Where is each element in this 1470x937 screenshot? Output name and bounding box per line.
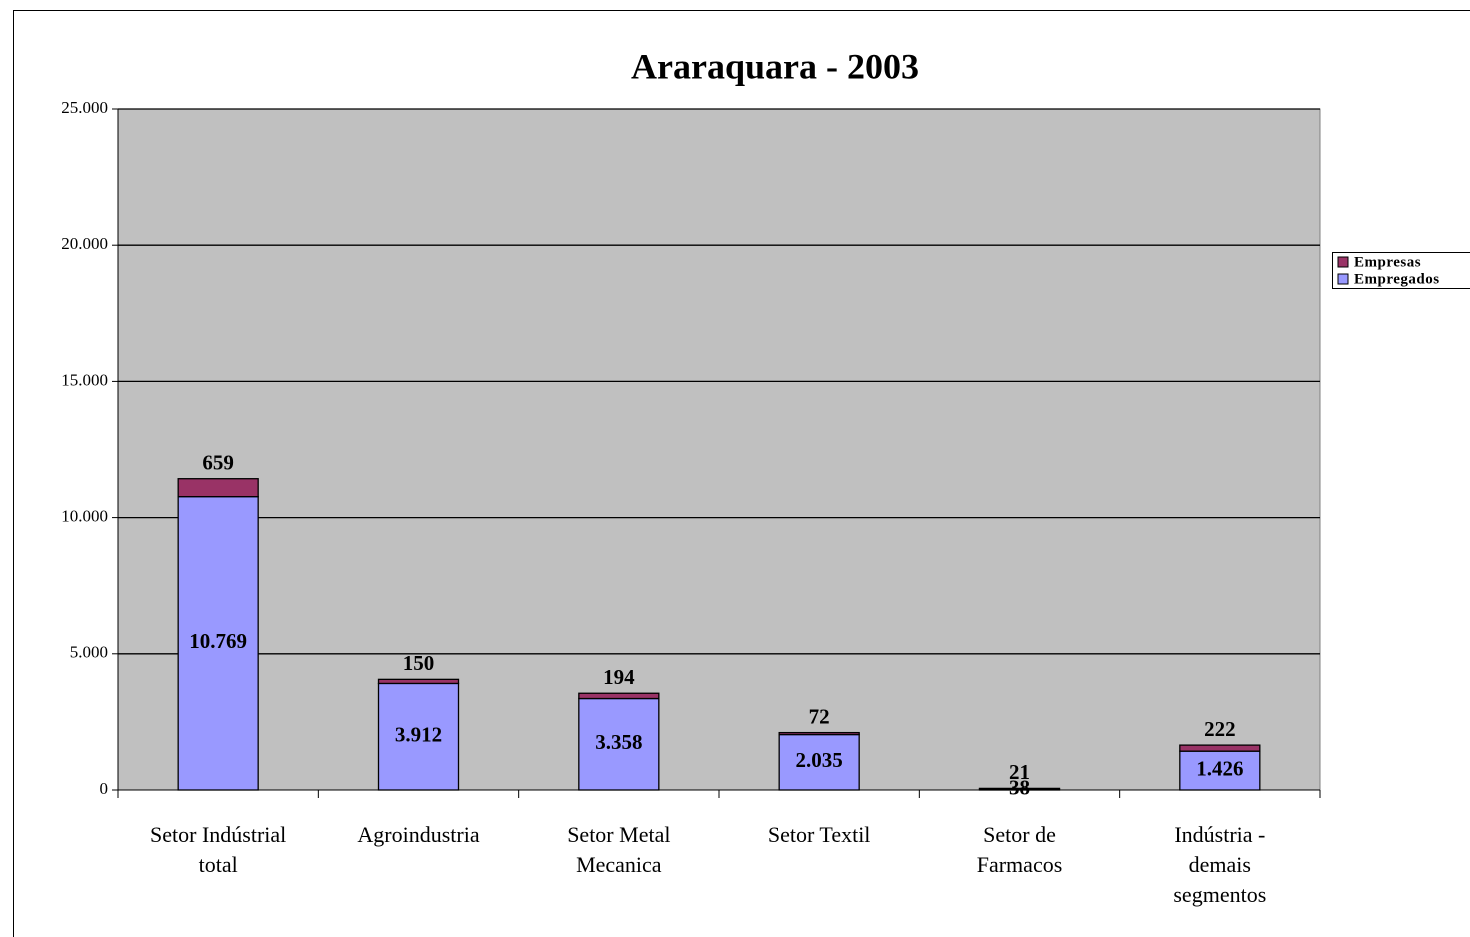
data-label: 659 <box>202 451 234 475</box>
bar-segment <box>177 496 259 791</box>
x-tick-label: Setor de Farmacos <box>976 822 1063 877</box>
legend-label: Empregados <box>1354 271 1440 287</box>
x-tick-label: Setor Metal Mecanica <box>567 822 671 877</box>
y-tick-label: 10.000 <box>61 507 108 526</box>
data-label: 194 <box>603 665 635 689</box>
data-label: 150 <box>403 651 435 675</box>
y-tick-label: 20.000 <box>61 234 108 253</box>
data-label: 222 <box>1204 717 1236 741</box>
bar-segment <box>978 787 1061 790</box>
bar-segment <box>578 692 660 700</box>
x-tick-label: Setor Indústrial total <box>150 822 287 877</box>
x-tick-label: Agroindustria <box>357 822 480 847</box>
data-label: 10.769 <box>189 629 247 653</box>
bar-segment <box>1179 744 1261 752</box>
data-label: 72 <box>809 704 830 728</box>
legend-box <box>1332 252 1470 289</box>
data-label: 3.358 <box>595 730 642 754</box>
bar-segment <box>578 697 660 791</box>
x-tick-label: Setor Textil <box>767 822 871 847</box>
bar-segment <box>1179 750 1261 791</box>
data-label: 2.035 <box>796 748 843 772</box>
data-label: 38 <box>1009 775 1030 799</box>
bar-segment <box>377 678 460 685</box>
plot-area <box>117 108 1321 791</box>
data-label: 3.912 <box>395 723 442 747</box>
y-tick-label: 5.000 <box>70 643 108 662</box>
chart-title: Araraquara - 2003 <box>631 46 919 86</box>
y-tick-label: 0 <box>100 779 109 798</box>
y-tick-label: 25.000 <box>61 98 108 117</box>
legend-label: Empresas <box>1354 254 1421 270</box>
data-label: 1.426 <box>1196 756 1243 780</box>
y-tick-label: 15.000 <box>61 370 108 389</box>
bar-segment <box>177 478 259 498</box>
x-tick-label: Indústria - demais segmentos <box>1173 822 1267 907</box>
data-label: 21 <box>1009 760 1030 784</box>
bar-segment <box>377 682 460 791</box>
legend-swatch <box>1337 273 1349 285</box>
bar-segment <box>778 731 860 736</box>
bar-segment <box>778 733 860 791</box>
legend-swatch <box>1337 256 1349 268</box>
